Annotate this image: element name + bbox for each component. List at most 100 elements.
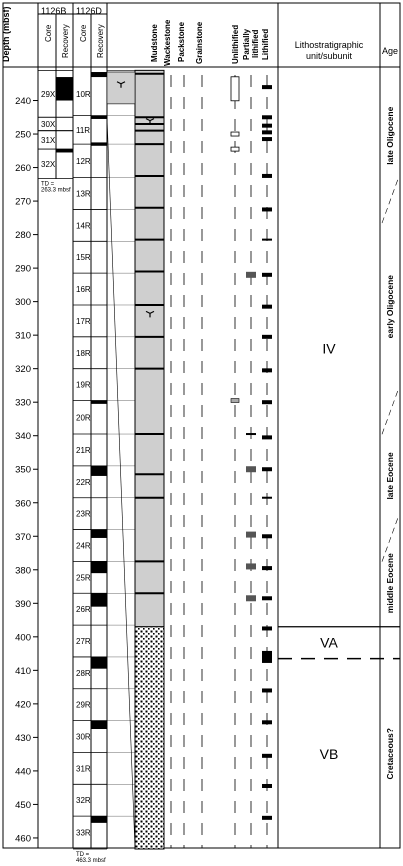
core-label: 29R bbox=[76, 701, 91, 710]
unit-column: IV VA VB bbox=[278, 341, 400, 762]
lithification-mark bbox=[262, 238, 272, 241]
recovery-block bbox=[56, 149, 73, 153]
recovery-block bbox=[91, 115, 107, 119]
age-label: Age bbox=[382, 46, 399, 56]
lithification-mark bbox=[262, 534, 272, 539]
depth-axis: 240 250 260 270 280 290 300 310 320 330 340 350 360 3… bbox=[15, 96, 38, 844]
core-label: 13R bbox=[76, 190, 91, 199]
fossil-icon-stroke bbox=[116, 81, 126, 88]
lithification-mark bbox=[246, 271, 256, 278]
td-label: TD = bbox=[76, 852, 90, 858]
core-label: 30R bbox=[76, 733, 91, 742]
outer-border bbox=[2, 2, 401, 849]
lithification-mark bbox=[230, 146, 240, 152]
depth-tick-label: 410 bbox=[15, 666, 31, 677]
lithification-mark bbox=[262, 123, 272, 128]
recovery-block bbox=[91, 656, 107, 669]
lithification-mark bbox=[246, 595, 256, 602]
fossil-icon bbox=[116, 81, 126, 88]
recovery-block bbox=[91, 720, 107, 730]
fossil-icon bbox=[145, 310, 155, 318]
core-label: 12R bbox=[76, 157, 91, 166]
lithification-mark bbox=[230, 131, 240, 137]
core-connector bbox=[106, 117, 136, 850]
recovery-block bbox=[91, 561, 107, 574]
lithification-column bbox=[230, 75, 272, 848]
lithification-mark bbox=[262, 815, 272, 820]
core-label: 11R bbox=[76, 126, 90, 135]
age-label: early Oligocene bbox=[385, 275, 395, 339]
lithification-mark bbox=[262, 304, 272, 309]
core-label: 24R bbox=[76, 541, 91, 550]
lithification-mark bbox=[262, 753, 272, 758]
hole-1126d-label: 1126D bbox=[76, 6, 102, 16]
lithification-mark bbox=[262, 137, 272, 142]
unlithified-label: Unlithified bbox=[231, 24, 240, 64]
depth-tick-label: 440 bbox=[15, 766, 31, 777]
lithification-mark bbox=[262, 130, 272, 135]
lithification-mark bbox=[246, 466, 256, 473]
core-label: 20R bbox=[76, 413, 91, 422]
core-label: 25R bbox=[76, 573, 91, 582]
age-boundary bbox=[381, 517, 399, 562]
lithification-mark bbox=[246, 531, 256, 538]
wackestone-label: Wackestone bbox=[163, 19, 172, 66]
recovery-block bbox=[91, 400, 107, 404]
hole-1126b-label: 1126B bbox=[41, 6, 67, 16]
core-label: 27R bbox=[76, 637, 91, 646]
lithification-mark bbox=[262, 688, 272, 693]
depth-tick-label: 400 bbox=[15, 632, 31, 643]
depth-tick-label: 390 bbox=[15, 599, 31, 610]
lithification-mark bbox=[262, 783, 272, 788]
lithification-mark bbox=[262, 720, 272, 725]
depth-tick-label: 320 bbox=[15, 364, 31, 375]
lithification-mark bbox=[230, 398, 240, 403]
depth-tick-label: 270 bbox=[15, 197, 31, 208]
depth-tick-label: 380 bbox=[15, 565, 31, 576]
lithology-column bbox=[106, 69, 203, 850]
core-label: 32R bbox=[76, 796, 91, 805]
core-label: 22R bbox=[76, 478, 91, 487]
lithification-mark bbox=[262, 368, 272, 373]
core-label: 16R bbox=[76, 285, 91, 294]
core-label: 30X bbox=[41, 120, 56, 129]
age-column: late Oligocene early Oligocene late Eocene… bbox=[381, 106, 399, 780]
partially-label: Partially bbox=[242, 28, 251, 60]
depth-tick-label: 280 bbox=[15, 230, 31, 241]
unit-label: VB bbox=[320, 746, 339, 762]
depth-tick-label: 240 bbox=[15, 96, 31, 107]
grainstone-label: Grainstone bbox=[195, 21, 204, 64]
lithification-mark bbox=[262, 85, 272, 90]
core-label: 31R bbox=[76, 764, 91, 773]
recovery-block bbox=[91, 72, 107, 78]
unit-label: IV bbox=[322, 341, 336, 357]
depth-tick-label: 260 bbox=[15, 163, 31, 174]
depth-tick-label: 300 bbox=[15, 297, 31, 308]
td-label: 463.3 mbsf bbox=[76, 858, 106, 864]
lithology-interval bbox=[106, 71, 136, 105]
core-label: 14R bbox=[76, 221, 91, 230]
lithification-mark bbox=[262, 334, 272, 339]
age-label: Cretaceous? bbox=[385, 728, 395, 780]
lithification-mark bbox=[262, 650, 272, 663]
depth-tick-label: 330 bbox=[15, 398, 31, 409]
core-label: 33R bbox=[76, 829, 91, 838]
depth-tick-label: 420 bbox=[15, 699, 31, 710]
recovery-block bbox=[91, 142, 107, 146]
recovery-d-label: Recovery bbox=[96, 24, 105, 58]
lithification-mark bbox=[246, 433, 256, 436]
lithification-mark bbox=[262, 272, 272, 277]
depth-tick-label: 310 bbox=[15, 331, 31, 342]
unit-label: VA bbox=[320, 635, 338, 651]
core-b-label: Core bbox=[44, 24, 53, 42]
column-frame bbox=[2, 2, 401, 849]
recovery-block bbox=[91, 593, 107, 607]
lithification-mark bbox=[230, 76, 240, 102]
lithology-interval bbox=[134, 69, 165, 628]
lithification-mark bbox=[262, 467, 272, 472]
depth-tick-label: 250 bbox=[15, 130, 31, 141]
core-label: 23R bbox=[76, 510, 91, 519]
fossil-icon bbox=[145, 118, 155, 125]
depth-tick-label: 290 bbox=[15, 264, 31, 275]
